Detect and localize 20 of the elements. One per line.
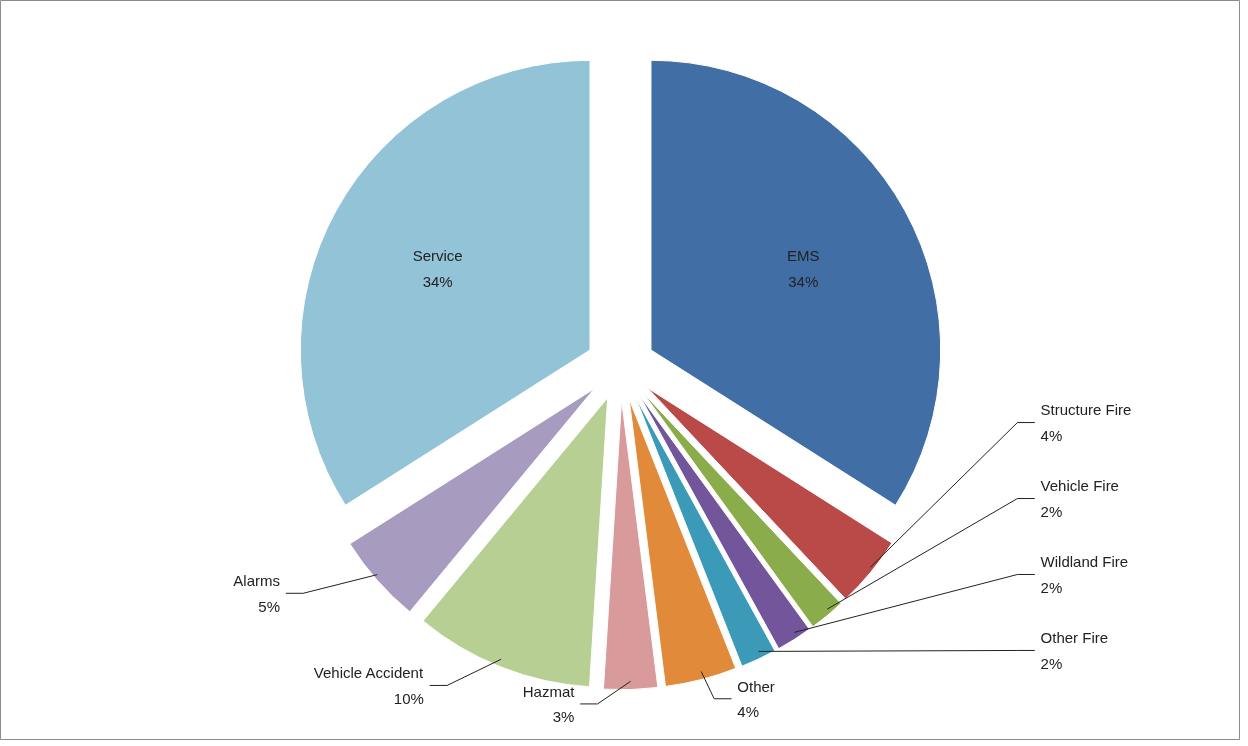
slice-label: Other <box>737 677 775 695</box>
slice-label: Vehicle Accident <box>313 664 424 682</box>
slice-label: EMS <box>787 247 820 265</box>
data-label: 2% <box>1040 502 1063 520</box>
slice-label: Service <box>412 247 463 265</box>
data-label: 10% <box>393 689 424 707</box>
slice-label: Vehicle Fire <box>1040 477 1119 495</box>
data-label: 34% <box>788 272 819 290</box>
data-label: 3% <box>552 708 575 726</box>
slice-label: Structure Fire <box>1040 401 1132 419</box>
data-label: 4% <box>737 703 760 721</box>
slice-label: Hazmat <box>522 682 576 700</box>
slice-label: Wildland Fire <box>1040 553 1129 571</box>
data-label: 4% <box>1040 426 1063 444</box>
data-label: 34% <box>422 272 453 290</box>
data-label: 2% <box>1040 578 1063 596</box>
slice-label: Other Fire <box>1040 629 1109 647</box>
data-label: 5% <box>258 597 281 615</box>
slice-label: Alarms <box>233 572 281 590</box>
data-label: 2% <box>1040 654 1063 672</box>
